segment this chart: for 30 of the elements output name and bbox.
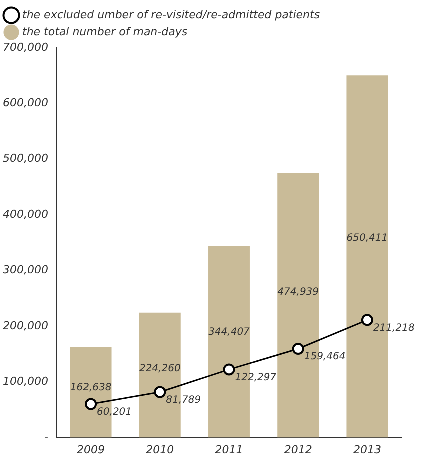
y-tick-label: 600,000 — [2, 96, 48, 110]
data-label: 650,411 — [346, 233, 388, 244]
y-tick-label: 200,000 — [2, 319, 48, 332]
data-label: 162,638 — [70, 382, 112, 394]
legend-label: the excluded umber of re-visited/re-admitted patients — [22, 8, 320, 22]
point — [85, 398, 98, 410]
y-tick-label: 500,000 — [2, 152, 48, 166]
data-label: 122,297 — [235, 372, 278, 384]
x-tick-label: 2009 — [77, 443, 106, 456]
data-label: 224,260 — [139, 364, 181, 375]
y-tick-label: 300,000 — [2, 264, 48, 277]
data-label: 159,464 — [304, 352, 346, 363]
data-label: 60,201 — [97, 406, 132, 418]
point — [361, 314, 374, 326]
legend-label: the total number of man-days — [22, 25, 188, 38]
point — [154, 386, 166, 398]
point — [292, 343, 304, 355]
y-tick-label: 400,000 — [2, 208, 48, 221]
data-label: 474,939 — [278, 286, 320, 298]
point — [223, 364, 236, 376]
y-tick-label: - — [44, 430, 49, 444]
data-label: 81,789 — [166, 394, 202, 406]
y-tick-label: 700,000 — [2, 40, 48, 54]
x-tick-label: 2012 — [284, 443, 312, 456]
y-tick-label: 100,000 — [2, 374, 48, 388]
x-tick-label: 2011 — [215, 443, 244, 456]
data-label: 211,218 — [373, 322, 415, 334]
x-tick-label: 2013 — [353, 443, 382, 456]
x-tick-label: 2010 — [146, 443, 174, 456]
data-label: 344,407 — [208, 326, 251, 338]
